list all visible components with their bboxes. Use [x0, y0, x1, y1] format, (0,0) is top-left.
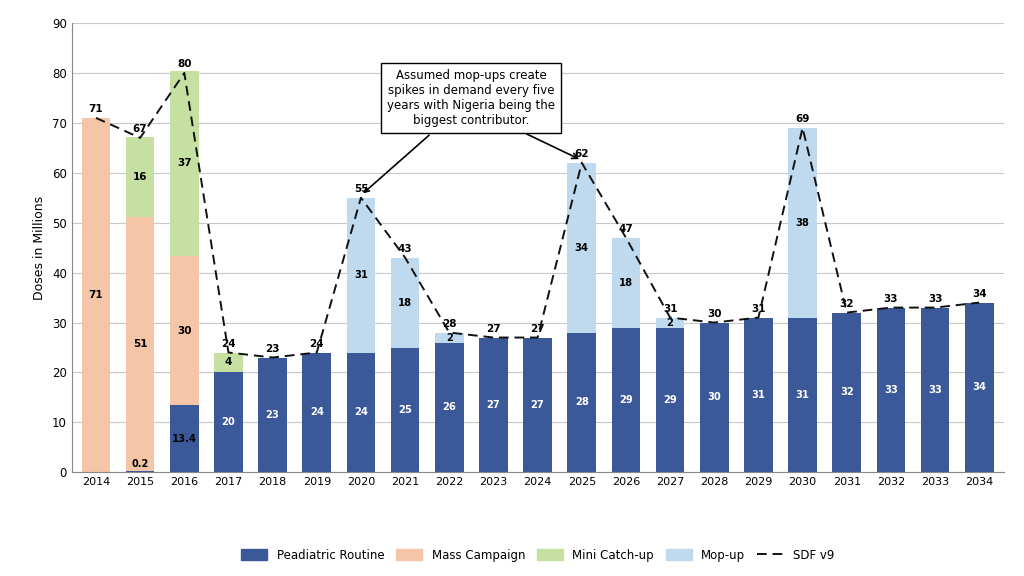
Bar — [567, 332, 596, 472]
Bar — [965, 302, 993, 472]
Text: Assumed mop-ups create
spikes in demand every five
years with Nigeria being the
: Assumed mop-ups create spikes in demand … — [365, 69, 555, 192]
Text: 31: 31 — [354, 270, 368, 280]
Text: 71: 71 — [89, 290, 103, 300]
Text: 26: 26 — [442, 403, 457, 412]
Bar — [126, 471, 155, 472]
Bar — [788, 128, 817, 317]
Text: 18: 18 — [398, 298, 413, 308]
Bar — [214, 373, 243, 472]
Text: 24: 24 — [354, 407, 368, 418]
Bar — [170, 406, 199, 472]
Text: 18: 18 — [618, 278, 633, 287]
Bar — [479, 338, 508, 472]
Bar — [611, 238, 640, 328]
Text: 24: 24 — [309, 339, 325, 349]
Text: 32: 32 — [840, 388, 854, 397]
Text: 37: 37 — [177, 158, 191, 168]
Text: 31: 31 — [752, 390, 765, 400]
Bar — [258, 358, 287, 472]
Text: 38: 38 — [796, 218, 810, 228]
Bar — [523, 338, 552, 472]
Bar — [126, 217, 155, 471]
Text: 27: 27 — [486, 400, 501, 410]
Text: 29: 29 — [620, 395, 633, 405]
Text: 32: 32 — [840, 299, 854, 309]
Bar — [655, 328, 684, 472]
Bar — [214, 353, 243, 373]
Text: 2: 2 — [445, 332, 453, 343]
Bar — [346, 353, 376, 472]
Text: 34: 34 — [972, 289, 986, 299]
Bar — [82, 118, 111, 472]
Text: 13.4: 13.4 — [172, 434, 197, 444]
Text: 20: 20 — [221, 418, 236, 427]
Text: 23: 23 — [265, 344, 280, 354]
Bar — [788, 317, 817, 472]
Bar — [346, 198, 376, 353]
Bar — [921, 308, 949, 472]
Bar — [302, 353, 331, 472]
Text: 47: 47 — [618, 224, 633, 234]
Text: 33: 33 — [928, 294, 942, 304]
Text: 25: 25 — [398, 405, 412, 415]
Bar — [744, 317, 773, 472]
Text: 33: 33 — [884, 385, 898, 395]
Bar — [391, 347, 420, 472]
Text: 28: 28 — [574, 397, 589, 407]
Bar — [877, 308, 905, 472]
Text: 30: 30 — [708, 392, 721, 403]
Text: 71: 71 — [89, 104, 103, 115]
Bar — [435, 343, 464, 472]
Text: 33: 33 — [928, 385, 942, 395]
Text: 55: 55 — [353, 184, 369, 194]
Text: 29: 29 — [664, 395, 677, 405]
Text: 80: 80 — [177, 59, 191, 70]
Text: 34: 34 — [574, 242, 589, 253]
Legend: Peadiatric Routine, Mass Campaign, Mini Catch-up, Mop-up, SDF v9: Peadiatric Routine, Mass Campaign, Mini … — [238, 545, 838, 565]
Bar — [391, 257, 420, 347]
Text: 30: 30 — [177, 325, 191, 336]
Bar — [170, 71, 199, 256]
Text: 43: 43 — [397, 244, 413, 254]
Y-axis label: Doses in Millions: Doses in Millions — [34, 196, 46, 300]
Text: 62: 62 — [574, 149, 589, 160]
Text: 28: 28 — [442, 319, 457, 329]
Bar — [655, 317, 684, 328]
Bar — [699, 323, 729, 472]
Text: 0.2: 0.2 — [131, 459, 148, 469]
Text: 31: 31 — [796, 390, 810, 400]
Bar — [170, 256, 199, 406]
Text: 33: 33 — [884, 294, 898, 304]
Bar — [567, 163, 596, 332]
Text: 23: 23 — [266, 410, 280, 420]
Text: 31: 31 — [752, 304, 766, 314]
Text: 30: 30 — [707, 309, 722, 319]
Text: 2: 2 — [667, 317, 674, 328]
Text: 69: 69 — [796, 115, 810, 124]
Bar — [833, 313, 861, 472]
Text: 67: 67 — [133, 124, 147, 134]
Text: 24: 24 — [221, 339, 236, 349]
Text: 27: 27 — [530, 400, 545, 410]
Text: 51: 51 — [133, 339, 147, 349]
Text: 16: 16 — [133, 172, 147, 182]
Text: 24: 24 — [310, 407, 324, 418]
Text: 4: 4 — [225, 358, 232, 367]
Bar — [435, 332, 464, 343]
Text: 27: 27 — [530, 324, 545, 334]
Text: 27: 27 — [486, 324, 501, 334]
Bar — [126, 137, 155, 217]
Text: 34: 34 — [972, 382, 986, 392]
Bar — [611, 328, 640, 472]
Text: 31: 31 — [663, 304, 677, 314]
